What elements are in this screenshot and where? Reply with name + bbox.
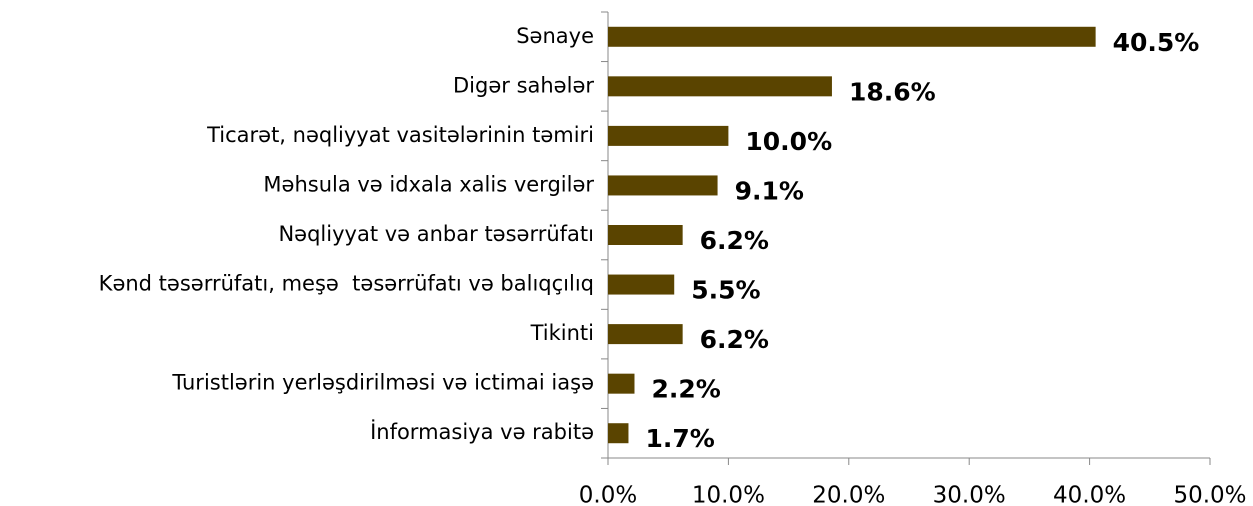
x-tick-label: 40.0%: [1053, 483, 1126, 506]
value-label: 18.6%: [849, 77, 936, 106]
bar: [608, 26, 1096, 47]
bar: [608, 125, 729, 146]
value-label: 40.5%: [1113, 28, 1200, 57]
y-tick-label: Tikinti: [530, 321, 594, 345]
y-tick-label: Məhsula və idxala xalis vergilər: [263, 172, 594, 196]
y-tick-label: İnformasiya və rabitə: [370, 419, 594, 444]
value-label: 1.7%: [645, 424, 714, 453]
bar: [608, 225, 683, 245]
y-tick-label: Kənd təsərrüfatı, meşə təsərrüfatı və ba…: [99, 272, 594, 296]
value-label: 5.5%: [691, 276, 760, 305]
y-tick-label: Nəqliyyat və anbar təsərrüfatı: [278, 222, 594, 246]
y-tick-label: Ticarət, nəqliyyat vasitələrinin təmiri: [206, 123, 594, 147]
bar: [608, 175, 718, 196]
x-tick-label: 0.0%: [579, 483, 637, 506]
y-tick-label: Digər sahələr: [453, 73, 594, 97]
value-label: 6.2%: [700, 325, 769, 354]
x-tick-label: 20.0%: [812, 483, 885, 506]
bar: [608, 76, 832, 97]
y-tick-label: Sənaye: [516, 24, 594, 48]
bar: [608, 274, 675, 295]
value-label: 6.2%: [700, 226, 769, 255]
value-label: 2.2%: [651, 375, 720, 404]
x-tick-label: 30.0%: [933, 483, 1006, 506]
x-tick-label: 50.0%: [1173, 483, 1246, 506]
value-label: 10.0%: [745, 127, 832, 156]
bar: [608, 423, 629, 444]
x-tick-label: 10.0%: [692, 483, 765, 506]
bar: [608, 324, 683, 345]
bar: [608, 373, 635, 394]
value-label: 9.1%: [735, 176, 804, 205]
y-tick-label: Turistlərin yerləşdirilməsi və ictimai i…: [171, 371, 594, 395]
